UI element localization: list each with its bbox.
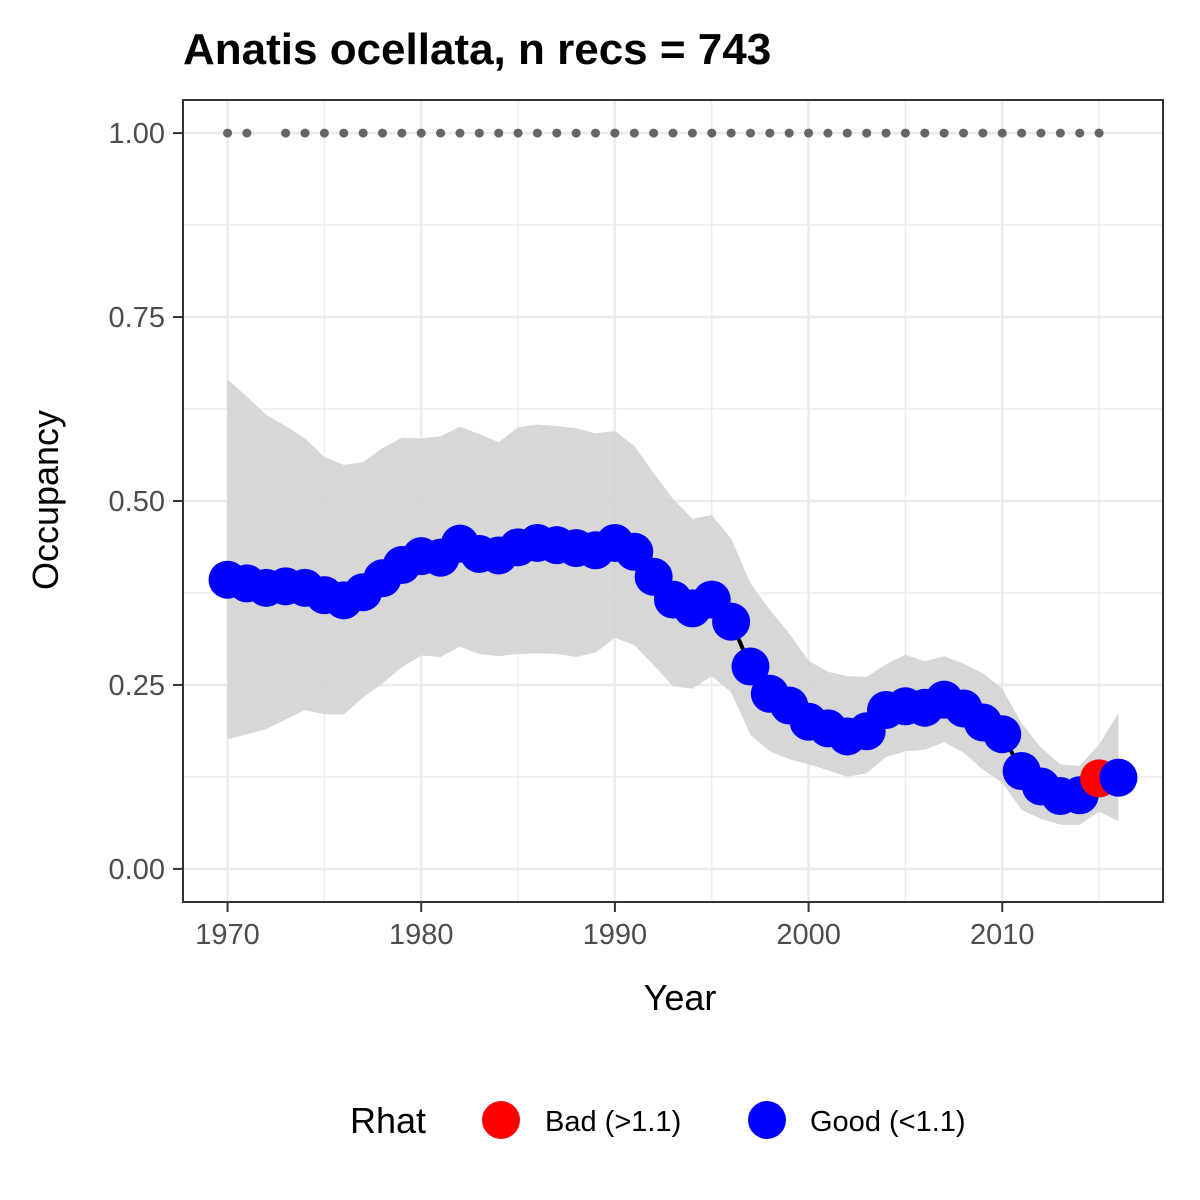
record-dot — [397, 128, 407, 138]
record-dot — [319, 128, 329, 138]
x-tick-label: 2000 — [776, 919, 841, 951]
record-dot — [707, 128, 717, 138]
record-dot — [842, 128, 852, 138]
record-dot — [455, 128, 465, 138]
record-dot — [1055, 128, 1065, 138]
record-dot — [959, 128, 969, 138]
record-dot — [726, 128, 736, 138]
y-tick-label: 0.00 — [109, 854, 165, 886]
data-point — [983, 715, 1022, 754]
data-point — [1099, 758, 1138, 797]
record-dot — [610, 128, 620, 138]
records-layer — [223, 128, 1104, 138]
record-dot — [823, 128, 833, 138]
record-dot — [300, 128, 310, 138]
x-tick-label: 1980 — [389, 919, 454, 951]
record-dot — [281, 128, 291, 138]
record-dot — [765, 128, 775, 138]
legend-title: Rhat — [350, 1100, 426, 1141]
y-tick-label: 1.00 — [109, 118, 165, 150]
record-dot — [900, 128, 910, 138]
record-dot — [668, 128, 678, 138]
record-dot — [784, 128, 794, 138]
data-point — [731, 647, 770, 686]
record-dot — [494, 128, 504, 138]
record-dot — [687, 128, 697, 138]
y-tick-label: 0.75 — [109, 302, 165, 334]
legend-key-good — [748, 1101, 786, 1139]
record-dot — [1017, 128, 1027, 138]
data-point — [712, 602, 751, 641]
record-dot — [804, 128, 814, 138]
record-dot — [1075, 128, 1085, 138]
record-dot — [436, 128, 446, 138]
x-tick-label: 1990 — [583, 919, 648, 951]
record-dot — [1036, 128, 1046, 138]
axis-ticks: 1970 1980 1990 2000 2010 0.00 0.25 0.50 0.75 1.00 — [109, 118, 1035, 951]
record-dot — [532, 128, 542, 138]
y-tick-label: 0.50 — [109, 486, 165, 518]
record-dot — [552, 128, 562, 138]
record-dot — [416, 128, 426, 138]
record-dot — [920, 128, 930, 138]
y-tick-label: 0.25 — [109, 670, 165, 702]
x-tick-label: 2010 — [970, 919, 1035, 951]
x-axis-title: Year — [644, 977, 717, 1018]
record-dot — [358, 128, 368, 138]
record-dot — [513, 128, 523, 138]
x-tick-label: 1970 — [195, 919, 260, 951]
record-dot — [862, 128, 872, 138]
legend-label-good: Good (<1.1) — [810, 1106, 966, 1138]
record-dot — [629, 128, 639, 138]
record-dot — [223, 128, 233, 138]
legend-label-bad: Bad (>1.1) — [545, 1106, 681, 1138]
record-dot — [745, 128, 755, 138]
record-dot — [939, 128, 949, 138]
chart-title: Anatis ocellata, n recs = 743 — [183, 25, 771, 74]
record-dot — [474, 128, 484, 138]
record-dot — [242, 128, 252, 138]
record-dot — [571, 128, 581, 138]
record-dot — [997, 128, 1007, 138]
record-dot — [649, 128, 659, 138]
record-dot — [1094, 128, 1104, 138]
record-dot — [881, 128, 891, 138]
record-dot — [377, 128, 387, 138]
record-dot — [978, 128, 988, 138]
legend: Rhat Bad (>1.1) Good (<1.1) — [350, 1100, 966, 1141]
legend-key-bad — [482, 1101, 520, 1139]
points-layer — [208, 523, 1138, 816]
record-dot — [339, 128, 349, 138]
y-axis-title: Occupancy — [25, 410, 66, 590]
record-dot — [591, 128, 601, 138]
